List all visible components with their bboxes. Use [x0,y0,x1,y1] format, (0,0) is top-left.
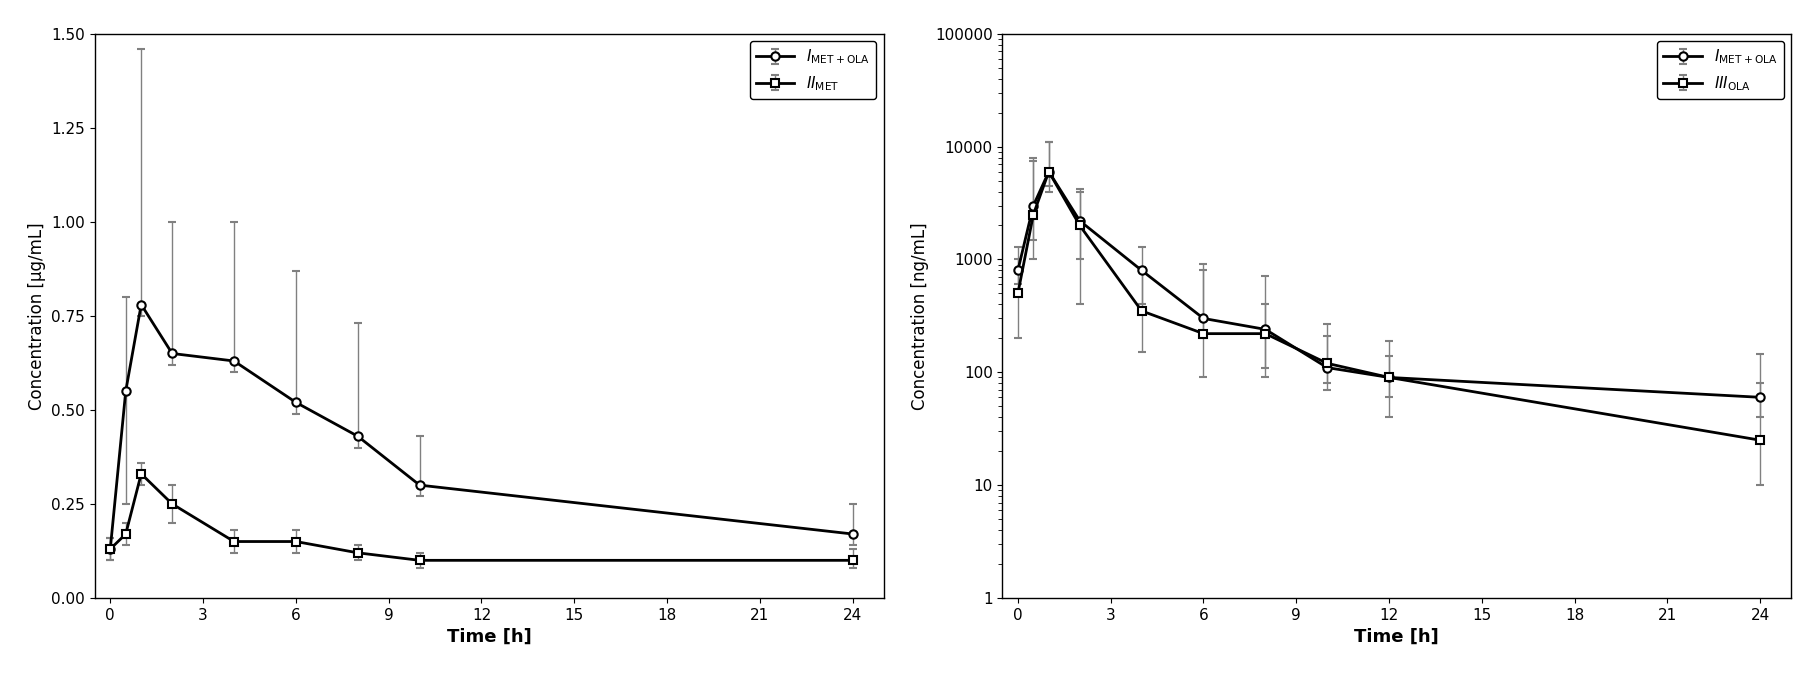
Y-axis label: Concentration [ng/mL]: Concentration [ng/mL] [911,222,930,410]
Legend: $I_{\mathrm{MET+OLA}}$, $II_{\mathrm{MET}}$: $I_{\mathrm{MET+OLA}}$, $II_{\mathrm{MET… [749,41,877,98]
X-axis label: Time [h]: Time [h] [1355,628,1439,646]
Legend: $I_{\mathrm{MET+OLA}}$, $III_{\mathrm{OLA}}$: $I_{\mathrm{MET+OLA}}$, $III_{\mathrm{OL… [1657,41,1784,98]
Y-axis label: Concentration [µg/mL]: Concentration [µg/mL] [27,222,45,410]
X-axis label: Time [h]: Time [h] [447,628,531,646]
